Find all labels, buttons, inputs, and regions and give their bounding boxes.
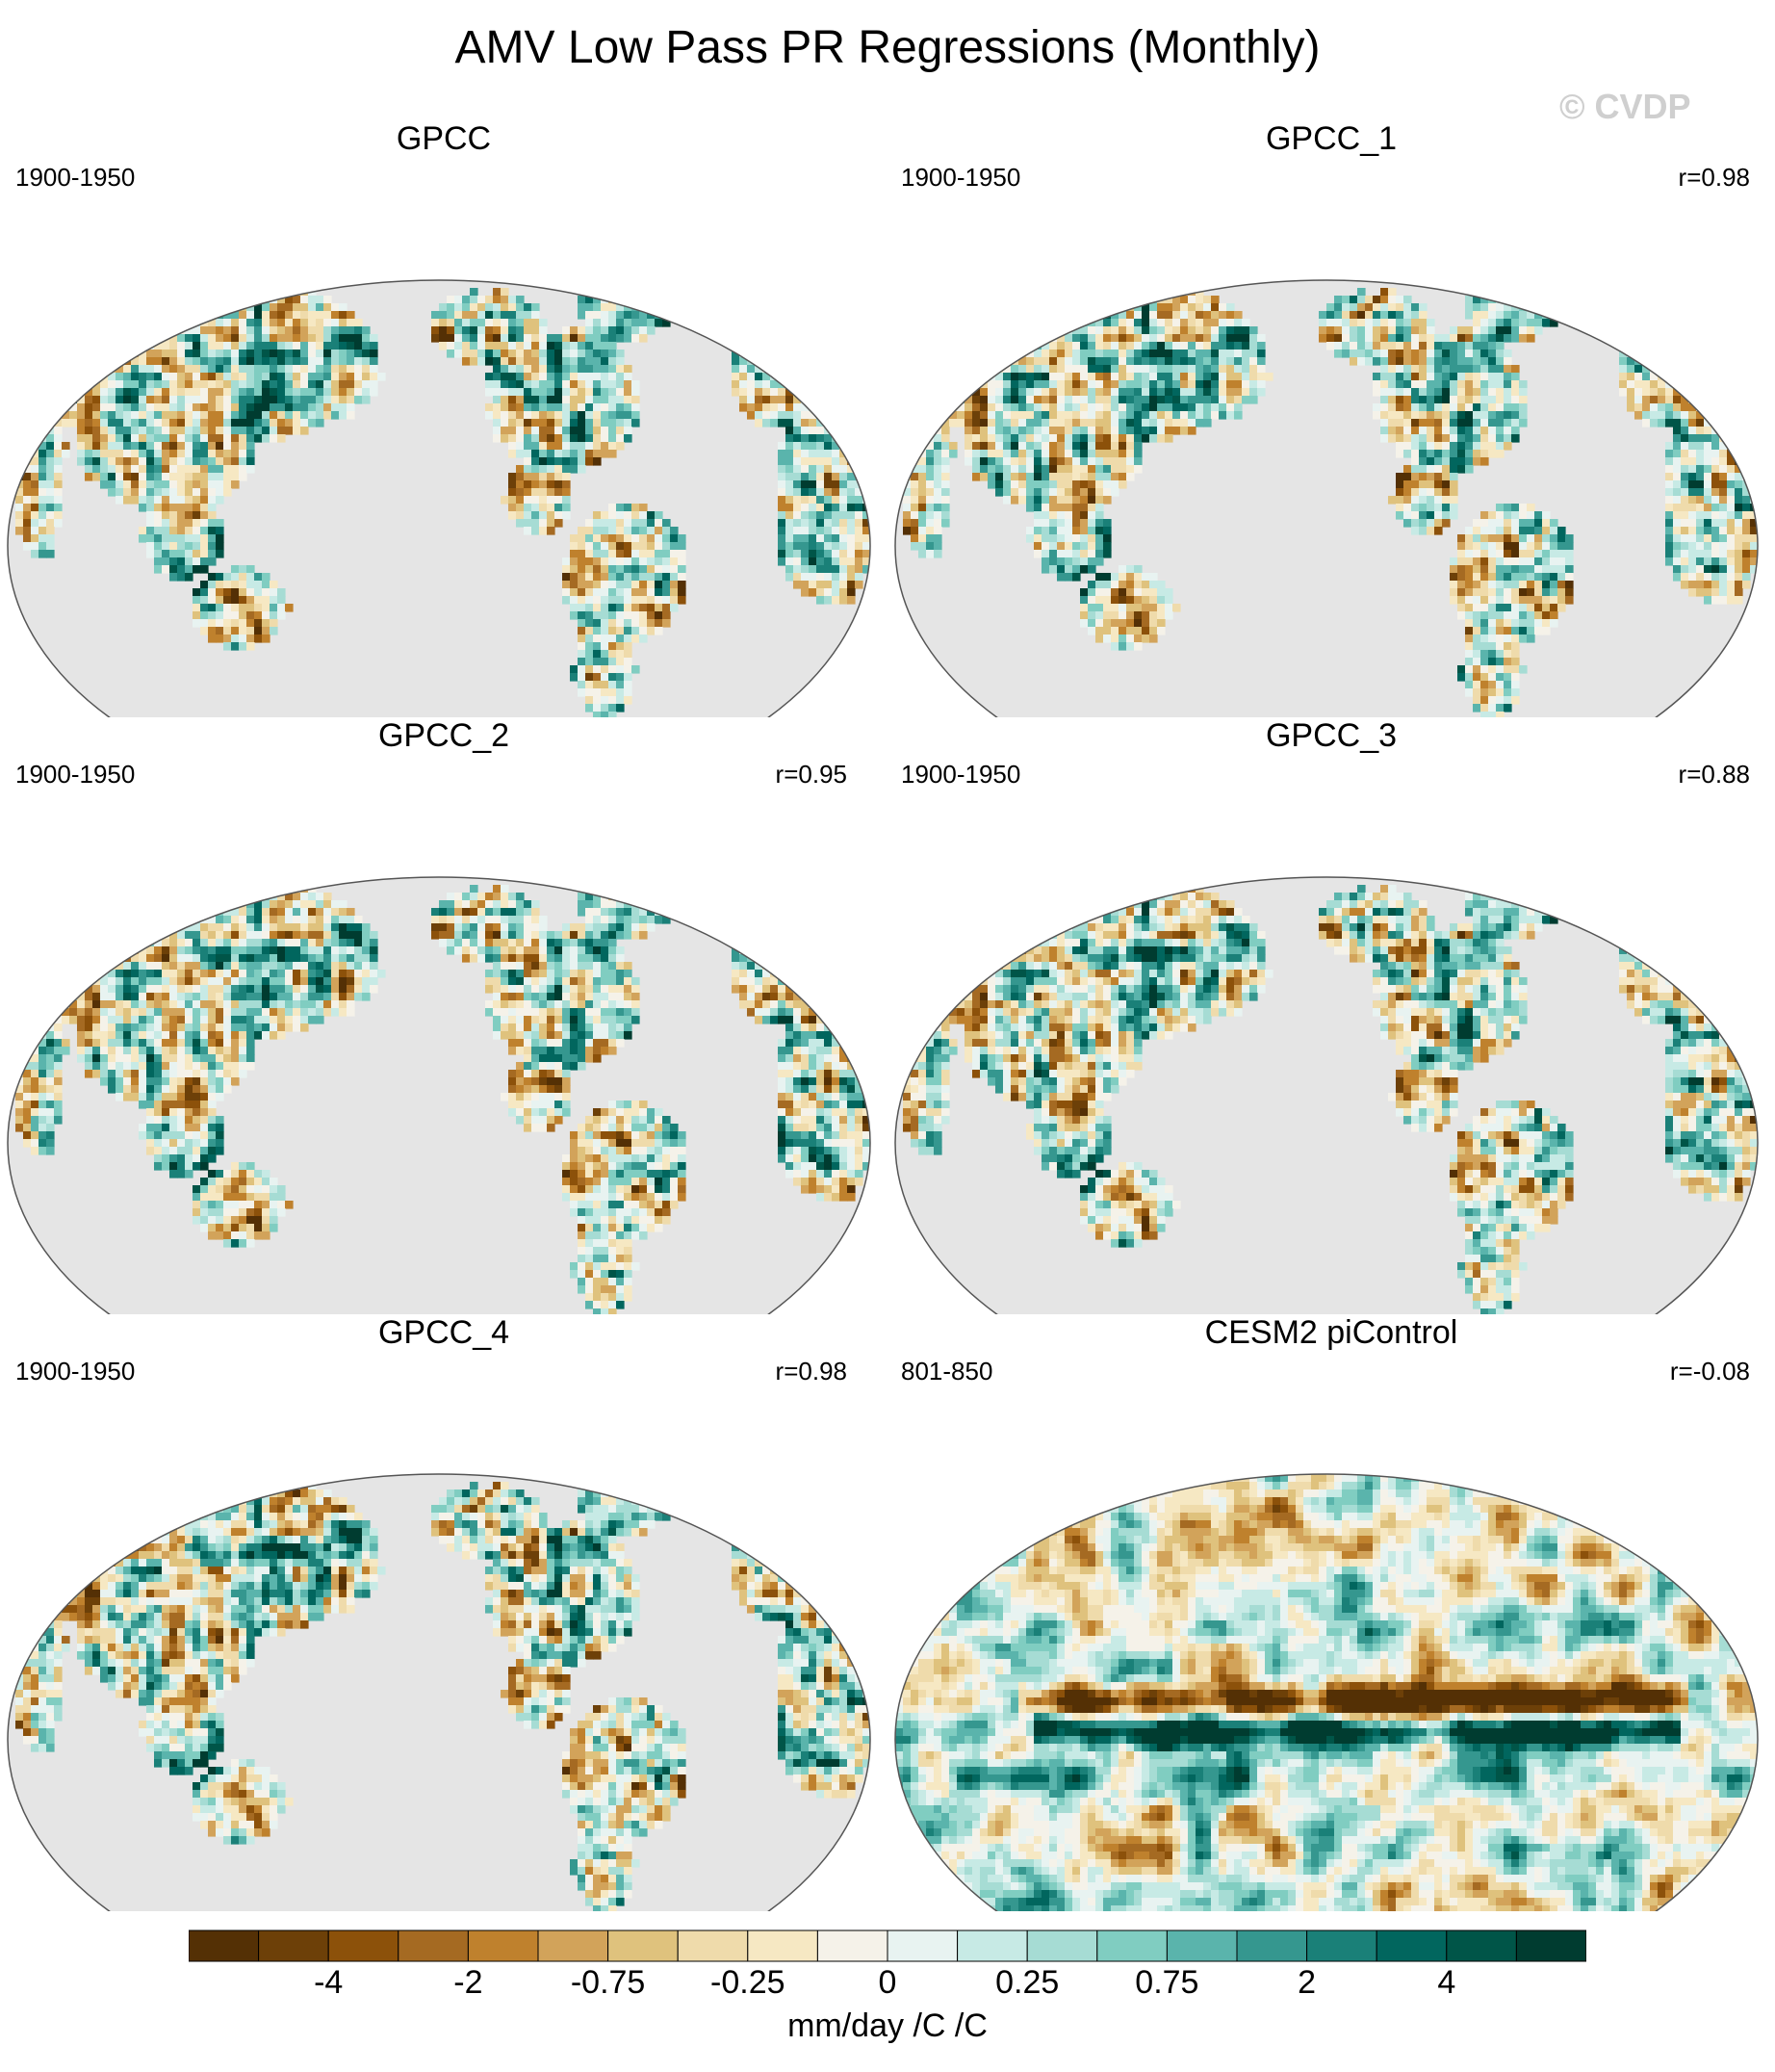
map-plot: [894, 279, 1759, 717]
cvdp-watermark: © CVDP: [1559, 87, 1691, 126]
map-panel: 1900-1950 r=0.98 GPCC_4: [0, 1314, 888, 1911]
colorbar-swatch: [816, 1930, 888, 1962]
precip-field: [895, 1474, 1758, 1911]
colorbar-tick-label: -2: [453, 1964, 483, 2001]
map-panel: 801-850 r=-0.08 CESM2 piControl: [888, 1314, 1775, 1911]
panel-period: 1900-1950: [15, 1357, 136, 1386]
colorbar-tick-label: -0.25: [710, 1964, 785, 2001]
colorbar: [189, 1930, 1586, 1962]
panel-correlation: r=0.88: [1678, 760, 1750, 789]
panel-period: 1900-1950: [901, 163, 1021, 192]
colorbar-swatch: [1306, 1930, 1377, 1962]
colorbar-tick-label: 2: [1298, 1964, 1317, 2001]
colorbar-swatch: [398, 1930, 469, 1962]
colorbar-swatch: [1166, 1930, 1238, 1962]
panel-title: GPCC_4: [377, 1314, 510, 1351]
colorbar-swatch: [258, 1930, 329, 1962]
colorbar-swatch: [1236, 1930, 1308, 1962]
panel-period: 1900-1950: [15, 760, 136, 789]
map-plot: [894, 876, 1759, 1314]
panel-correlation: r=-0.08: [1669, 1357, 1750, 1386]
panel-period: 801-850: [901, 1357, 993, 1386]
colorbar-tick-label: 0: [878, 1964, 897, 2001]
colorbar-units: mm/day /C /C: [787, 2007, 988, 2044]
precip-field: [15, 1482, 870, 1911]
colorbar-swatch: [537, 1930, 609, 1962]
map-plot: [894, 1473, 1759, 1911]
map-plot: [7, 279, 871, 717]
map-plot: [7, 876, 871, 1314]
colorbar-tick-label: -0.75: [570, 1964, 646, 2001]
colorbar-swatch: [1376, 1930, 1448, 1962]
colorbar-swatch: [677, 1930, 749, 1962]
map-border: [7, 279, 871, 717]
colorbar-swatch: [747, 1930, 818, 1962]
panel-period: 1900-1950: [15, 163, 136, 192]
colorbar-tick-label: 0.25: [995, 1964, 1060, 2001]
map-border: [7, 1473, 871, 1911]
panel-title: GPCC_2: [377, 717, 510, 754]
map-border: [894, 876, 1759, 1314]
panel-title: GPCC_3: [1265, 717, 1398, 754]
panel-correlation: r=0.95: [775, 760, 847, 789]
precip-field: [903, 288, 1758, 717]
map-border: [894, 279, 1759, 717]
panel-title: GPCC_1: [1265, 120, 1398, 157]
precip-field: [903, 885, 1758, 1314]
panel-period: 1900-1950: [901, 760, 1021, 789]
colorbar-tick-label: 4: [1437, 1964, 1456, 2001]
colorbar-tick-label: 0.75: [1135, 1964, 1199, 2001]
colorbar-swatch: [327, 1930, 399, 1962]
colorbar-swatch: [957, 1930, 1028, 1962]
colorbar-swatch: [467, 1930, 539, 1962]
panel-correlation: r=0.98: [1678, 163, 1750, 192]
colorbar-swatch: [607, 1930, 679, 1962]
colorbar-swatch: [189, 1930, 260, 1962]
map-panel: 1900-1950 r=0.98 GPCC_1: [888, 120, 1775, 717]
panel-correlation: r=0.98: [775, 1357, 847, 1386]
colorbar-swatch: [1096, 1930, 1168, 1962]
map-plot: [7, 1473, 871, 1911]
map-border: [894, 1473, 1759, 1911]
map-panel: 1900-1950 r=0.95 GPCC_2: [0, 717, 888, 1314]
colorbar-swatch: [1446, 1930, 1517, 1962]
colorbar-swatch: [887, 1930, 959, 1962]
precip-field: [15, 288, 870, 717]
colorbar-tick-label: -4: [314, 1964, 344, 2001]
map-panel: 1900-1950 r=0.88 GPCC_3: [888, 717, 1775, 1314]
colorbar-swatch: [1026, 1930, 1098, 1962]
main-title: AMV Low Pass PR Regressions (Monthly): [454, 22, 1321, 73]
colorbar-swatch: [1515, 1930, 1586, 1962]
panel-title: GPCC: [396, 120, 492, 157]
panel-title: CESM2 piControl: [1204, 1314, 1458, 1351]
map-panel: 1900-1950 GPCC: [0, 120, 888, 717]
map-border: [7, 876, 871, 1314]
